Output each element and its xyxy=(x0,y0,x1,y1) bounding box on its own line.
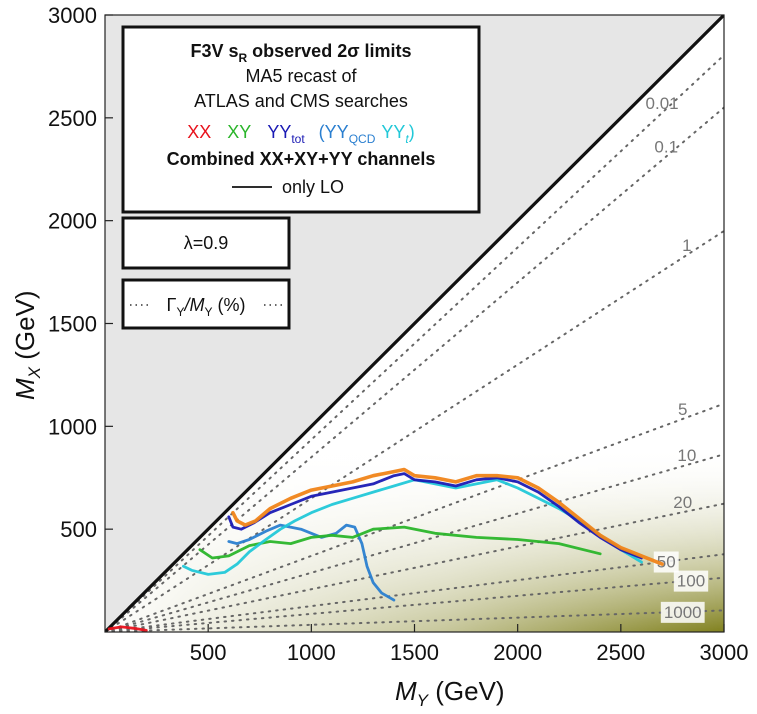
width-contour-0.01 xyxy=(105,54,724,632)
series-xy xyxy=(198,525,602,560)
legend-yytot: YY xyxy=(267,122,291,142)
y-tick-label: 2500 xyxy=(48,106,97,131)
width-contour-label: 100 xyxy=(677,572,705,591)
width-contour-label: 20 xyxy=(673,493,692,512)
y-axis-label: MX (GeV) xyxy=(10,290,44,400)
width-contour-label-bg xyxy=(673,570,709,592)
legend-title: F3V sR observed 2σ limits xyxy=(190,41,411,65)
lambda-label: λ=0.9 xyxy=(184,233,229,253)
x-tick-label: 2000 xyxy=(493,640,542,665)
series-yyt xyxy=(181,478,643,576)
width-contour-20 xyxy=(105,502,724,632)
x-tick-label: 2500 xyxy=(596,640,645,665)
width-legend-box: ΓY/MY (%) xyxy=(121,278,291,330)
width-contour-10 xyxy=(105,453,724,632)
width-contour-5 xyxy=(105,402,724,632)
width-contour-0.1 xyxy=(105,106,724,632)
width-contour-1 xyxy=(105,229,724,632)
width-contour-1000 xyxy=(105,609,724,632)
legend-combined: Combined XX+XY+YY channels xyxy=(167,149,436,169)
x-tick-label: 1500 xyxy=(390,640,439,665)
axes-layer: 500 1000 1500 2000 2500 3000 500 1000 1500 2000 25… xyxy=(48,3,748,665)
width-contour-label: 0.01 xyxy=(646,94,679,113)
width-contour-label: 50 xyxy=(657,553,676,572)
legend-yyqcd: YY xyxy=(325,122,349,142)
width-contour-label: 0.1 xyxy=(654,137,678,156)
legend-line2: MA5 recast of xyxy=(245,66,357,86)
legend-xy: XY xyxy=(227,122,251,142)
width-contour-50 xyxy=(105,553,724,632)
y-tick-label: 1000 xyxy=(48,414,97,439)
legend-xx: XX xyxy=(187,122,211,142)
x-tick-label: 3000 xyxy=(700,640,749,665)
x-axis-label: MY (GeV) xyxy=(395,676,505,710)
series-xx xyxy=(107,625,148,632)
lambda-box: λ=0.9 xyxy=(121,216,291,270)
width-contour-label: 1000 xyxy=(664,603,702,622)
width-contour-100 xyxy=(105,576,724,632)
width-contour-label-bg xyxy=(653,551,679,573)
width-contour-label: 10 xyxy=(677,446,696,465)
y-tick-label: 1500 xyxy=(48,312,97,337)
width-contour-label: 1 xyxy=(682,236,691,255)
legend-only-lo: only LO xyxy=(282,177,344,197)
legend-line3: ATLAS and CMS searches xyxy=(194,91,408,111)
y-tick-label: 3000 xyxy=(48,3,97,28)
y-tick-label: 2000 xyxy=(48,209,97,234)
series-combined xyxy=(231,467,664,566)
y-tick-label: 500 xyxy=(60,517,97,542)
legend-box: F3V sR observed 2σ limits MA5 recast of … xyxy=(121,25,481,214)
diagonal-line xyxy=(105,15,724,632)
width-contour-label-bg xyxy=(660,601,705,623)
x-tick-label: 1000 xyxy=(287,640,336,665)
series-yytot xyxy=(227,472,643,560)
width-contour-label: 5 xyxy=(678,400,687,419)
series-yyqcd xyxy=(227,523,396,602)
legend-channels: XX XY YYtot (YYQCD YYt) xyxy=(187,122,414,146)
width-legend-label: ΓY/MY (%) xyxy=(167,295,246,319)
x-tick-label: 500 xyxy=(190,640,227,665)
legend-yyt: YY xyxy=(381,122,405,142)
